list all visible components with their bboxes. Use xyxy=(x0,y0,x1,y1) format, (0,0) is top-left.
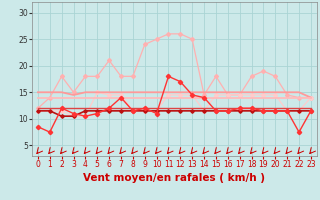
X-axis label: Vent moyen/en rafales ( km/h ): Vent moyen/en rafales ( km/h ) xyxy=(84,173,265,183)
